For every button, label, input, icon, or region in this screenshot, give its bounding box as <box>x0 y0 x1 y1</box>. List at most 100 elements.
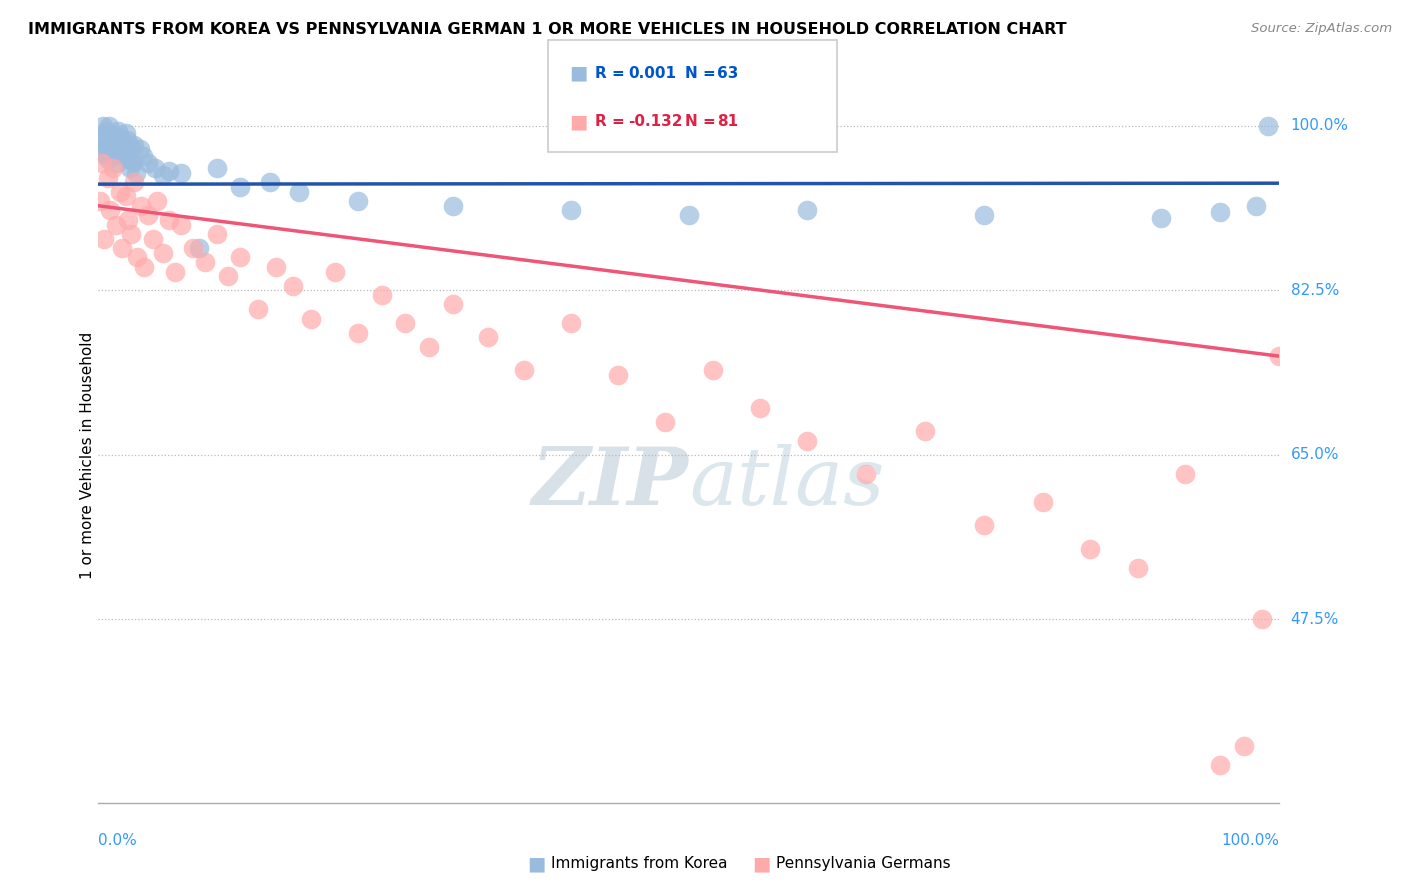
Point <box>288 185 311 199</box>
Point <box>394 316 416 330</box>
Point <box>97 152 120 166</box>
Point <box>1244 199 1267 213</box>
Point <box>125 166 148 180</box>
Point <box>170 218 193 232</box>
Point <box>112 137 135 152</box>
Text: Immigrants from Korea: Immigrants from Korea <box>551 856 728 871</box>
Point <box>143 161 166 176</box>
Point <box>194 255 217 269</box>
Point <box>100 133 122 147</box>
Point <box>654 415 676 429</box>
Point <box>93 232 115 246</box>
Point <box>1250 612 1272 626</box>
Point <box>98 139 121 153</box>
Point <box>107 123 129 137</box>
Point <box>914 425 936 439</box>
Point <box>607 368 630 382</box>
Point <box>93 147 115 161</box>
Point <box>91 156 114 170</box>
Point <box>229 251 252 265</box>
Point <box>181 241 204 255</box>
Point <box>152 245 174 260</box>
Point <box>441 199 464 213</box>
Point <box>91 133 114 147</box>
Point <box>205 161 228 176</box>
Point <box>246 302 269 317</box>
Point <box>104 136 127 150</box>
Point <box>129 199 152 213</box>
Point <box>128 142 150 156</box>
Text: 0.0%: 0.0% <box>98 833 138 848</box>
Point <box>121 227 143 241</box>
Point <box>98 203 121 218</box>
Point <box>117 147 139 161</box>
Point <box>96 137 118 152</box>
Point <box>678 208 700 222</box>
Text: N =: N = <box>685 114 721 129</box>
Point <box>105 218 128 232</box>
Point <box>477 330 499 344</box>
Point <box>259 175 281 189</box>
Text: 100.0%: 100.0% <box>1222 833 1279 848</box>
Point <box>1257 119 1279 133</box>
Point <box>101 161 124 176</box>
Point <box>91 119 114 133</box>
Point <box>127 251 149 265</box>
Text: ■: ■ <box>569 112 588 131</box>
Point <box>121 154 143 169</box>
Text: ■: ■ <box>569 64 588 83</box>
Text: 81: 81 <box>717 114 738 129</box>
Point <box>146 194 169 208</box>
Point <box>441 297 464 311</box>
Text: Source: ZipAtlas.com: Source: ZipAtlas.com <box>1251 22 1392 36</box>
Point <box>1080 541 1102 556</box>
Point <box>118 152 141 166</box>
Point <box>152 168 174 182</box>
Point <box>121 139 143 153</box>
Point <box>855 467 877 481</box>
Text: N =: N = <box>685 66 721 81</box>
Point <box>323 264 346 278</box>
Point <box>702 363 724 377</box>
Y-axis label: 1 or more Vehicles in Household: 1 or more Vehicles in Household <box>80 331 94 579</box>
Point <box>165 264 187 278</box>
Point <box>1209 758 1232 772</box>
Point <box>112 142 135 156</box>
Point <box>299 311 322 326</box>
Text: Pennsylvania Germans: Pennsylvania Germans <box>776 856 950 871</box>
Point <box>217 269 239 284</box>
Point <box>89 142 111 156</box>
Point <box>205 227 228 241</box>
Text: ■: ■ <box>752 854 770 873</box>
Text: IMMIGRANTS FROM KOREA VS PENNSYLVANIA GERMAN 1 OR MORE VEHICLES IN HOUSEHOLD COR: IMMIGRANTS FROM KOREA VS PENNSYLVANIA GE… <box>28 22 1067 37</box>
Point <box>283 278 305 293</box>
Point <box>748 401 770 415</box>
Point <box>1268 349 1291 363</box>
Point <box>1126 560 1149 574</box>
Text: 82.5%: 82.5% <box>1291 283 1339 298</box>
Point <box>115 133 138 147</box>
Point <box>108 130 131 145</box>
Point <box>136 208 159 222</box>
Text: 100.0%: 100.0% <box>1291 119 1348 133</box>
Point <box>105 156 128 170</box>
Point <box>264 260 287 274</box>
Text: R =: R = <box>595 66 630 81</box>
Point <box>347 194 370 208</box>
Point <box>114 127 136 141</box>
Point <box>157 164 180 178</box>
Point <box>108 185 131 199</box>
Point <box>103 128 125 143</box>
Point <box>1233 739 1256 754</box>
Point <box>512 363 534 377</box>
Point <box>229 180 252 194</box>
Point <box>101 147 124 161</box>
Point <box>89 194 111 208</box>
Point <box>1174 467 1197 481</box>
Text: atlas: atlas <box>689 444 884 522</box>
Point <box>170 166 193 180</box>
Text: ZIP: ZIP <box>531 444 689 522</box>
Text: ■: ■ <box>527 854 546 873</box>
Point <box>560 203 582 218</box>
Point <box>973 518 995 533</box>
